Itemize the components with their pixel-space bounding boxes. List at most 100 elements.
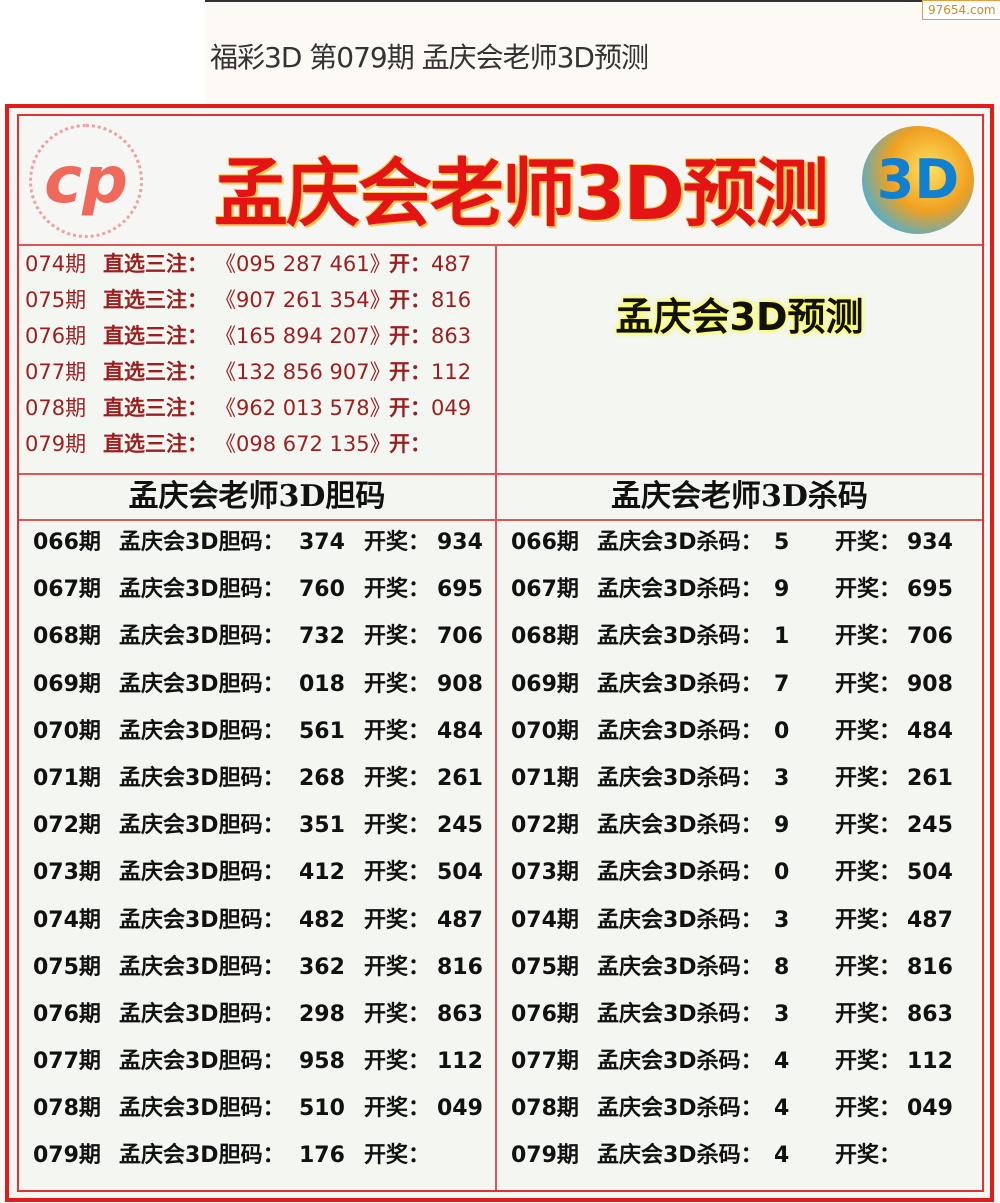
dan-label: 孟庆会3D胆码：	[119, 577, 285, 603]
dan-label: 孟庆会3D胆码：	[119, 860, 285, 886]
sha-row: 073期 孟庆会3D杀码： 0 开奖： 504	[497, 849, 982, 896]
sha-row: 067期 孟庆会3D杀码： 9 开奖： 695	[497, 566, 982, 613]
subtitle: 孟庆会3D预测	[615, 295, 864, 339]
period: 068期	[33, 624, 101, 650]
pick-label: 直选三注：	[103, 396, 208, 420]
open-label: 开奖：	[364, 954, 431, 980]
period: 077期	[511, 1049, 579, 1075]
open-number: 049	[437, 1096, 483, 1122]
dan-label: 孟庆会3D胆码：	[119, 718, 285, 744]
dan-row: 078期 孟庆会3D胆码： 510 开奖： 049	[19, 1085, 495, 1132]
sha-code: 8	[774, 954, 790, 980]
dan-label: 孟庆会3D胆码：	[119, 1143, 285, 1169]
open-number: 484	[437, 718, 483, 744]
period: 075期	[25, 288, 87, 312]
dan-code: 298	[299, 1001, 345, 1027]
open-number: 908	[907, 671, 953, 697]
open-label: 开奖：	[835, 624, 902, 650]
sha-row: 070期 孟庆会3D杀码： 0 开奖： 484	[497, 708, 982, 755]
dan-row: 070期 孟庆会3D胆码： 561 开奖： 484	[19, 708, 495, 755]
dan-row: 072期 孟庆会3D胆码： 351 开奖： 245	[19, 802, 495, 849]
sha-code: 0	[774, 718, 790, 744]
open-label: 开奖：	[364, 860, 431, 886]
dan-row: 074期 孟庆会3D胆码： 482 开奖： 487	[19, 897, 495, 944]
dan-row: 073期 孟庆会3D胆码： 412 开奖： 504	[19, 849, 495, 896]
dan-code: 958	[299, 1049, 345, 1075]
sha-row: 068期 孟庆会3D杀码： 1 开奖： 706	[497, 613, 982, 660]
sha-label: 孟庆会3D杀码：	[597, 907, 763, 933]
dan-row: 071期 孟庆会3D胆码： 268 开奖： 261	[19, 755, 495, 802]
open-number: 487	[431, 252, 472, 276]
period: 073期	[511, 860, 579, 886]
open-label: 开奖：	[835, 860, 902, 886]
sha-code: 9	[774, 577, 790, 603]
sha-label: 孟庆会3D杀码：	[597, 1143, 763, 1169]
sha-label: 孟庆会3D杀码：	[597, 671, 763, 697]
open-label: 开奖：	[835, 718, 902, 744]
sha-code: 5	[774, 530, 790, 555]
sha-header: 孟庆会老师3D杀码	[611, 479, 868, 514]
sha-row: 075期 孟庆会3D杀码： 8 开奖： 816	[497, 944, 982, 991]
dan-code: 018	[299, 671, 345, 697]
period: 068期	[511, 624, 579, 650]
dan-label: 孟庆会3D胆码：	[119, 954, 285, 980]
dan-label: 孟庆会3D胆码：	[119, 1001, 285, 1027]
watermark: 97654.com	[922, 0, 1000, 20]
sha-label: 孟庆会3D杀码：	[597, 624, 763, 650]
dan-code: 561	[299, 718, 345, 744]
open-number: 245	[907, 813, 953, 839]
period: 071期	[511, 765, 579, 791]
dan-code: 176	[299, 1143, 345, 1169]
dan-row: 077期 孟庆会3D胆码： 958 开奖： 112	[19, 1038, 495, 1085]
sha-code: 4	[774, 1049, 790, 1075]
pick-row: 074期 直选三注： 《095 287 461》开：487	[19, 246, 495, 282]
subtitle-panel: 孟庆会3D预测	[497, 246, 982, 473]
period: 077期	[25, 360, 87, 384]
dan-code: 760	[299, 577, 345, 603]
open-label: 开奖：	[364, 813, 431, 839]
open-label: 开奖：	[364, 1049, 431, 1075]
sha-code: 3	[774, 765, 790, 791]
period: 073期	[33, 860, 101, 886]
period: 066期	[33, 530, 101, 555]
open-number: 908	[437, 671, 483, 697]
dan-label: 孟庆会3D胆码：	[119, 765, 285, 791]
sha-label: 孟庆会3D杀码：	[597, 530, 763, 555]
open-number: 049	[907, 1096, 953, 1122]
pick-label: 直选三注：	[103, 360, 208, 384]
pick-row: 078期 直选三注： 《962 013 578》开：049	[19, 390, 495, 426]
open-number: 816	[907, 954, 953, 980]
period: 076期	[511, 1001, 579, 1027]
open-label: 开奖：	[835, 765, 902, 791]
period: 074期	[33, 907, 101, 933]
pick-numbers: 《095 287 461》	[215, 252, 391, 276]
dan-code: 351	[299, 813, 345, 839]
open-label: 开奖：	[835, 907, 902, 933]
dan-row: 079期 孟庆会3D胆码： 176 开奖：	[19, 1132, 495, 1179]
period: 075期	[511, 954, 579, 980]
dan-row: 069期 孟庆会3D胆码： 018 开奖： 908	[19, 661, 495, 708]
divider	[495, 473, 497, 1190]
banner: cp 孟庆会老师3D预测 3D	[19, 116, 982, 246]
dan-code: 412	[299, 860, 345, 886]
pick-label: 直选三注：	[103, 252, 208, 276]
sha-code: 9	[774, 813, 790, 839]
period: 076期	[25, 324, 87, 348]
period: 070期	[33, 718, 101, 744]
open-label: 开奖：	[364, 671, 431, 697]
sha-label: 孟庆会3D杀码：	[597, 860, 763, 886]
dan-row: 067期 孟庆会3D胆码： 760 开奖： 695	[19, 566, 495, 613]
pick-numbers: 《962 013 578》	[215, 396, 391, 420]
open-number: 261	[907, 765, 953, 791]
period: 072期	[511, 813, 579, 839]
dan-label: 孟庆会3D胆码：	[119, 1096, 285, 1122]
open-label: 开奖：	[835, 530, 902, 555]
dan-code: 374	[299, 530, 345, 555]
dan-row: 076期 孟庆会3D胆码： 298 开奖： 863	[19, 991, 495, 1038]
open-number: 487	[437, 907, 483, 933]
direct-picks-list: 074期 直选三注： 《095 287 461》开：487 075期 直选三注： 《907…	[19, 246, 497, 473]
open-label: 开奖：	[835, 1049, 902, 1075]
sha-row: 076期 孟庆会3D杀码： 3 开奖： 863	[497, 991, 982, 1038]
sha-row: 079期 孟庆会3D杀码： 4 开奖：	[497, 1132, 982, 1179]
open-number: 695	[907, 577, 953, 603]
